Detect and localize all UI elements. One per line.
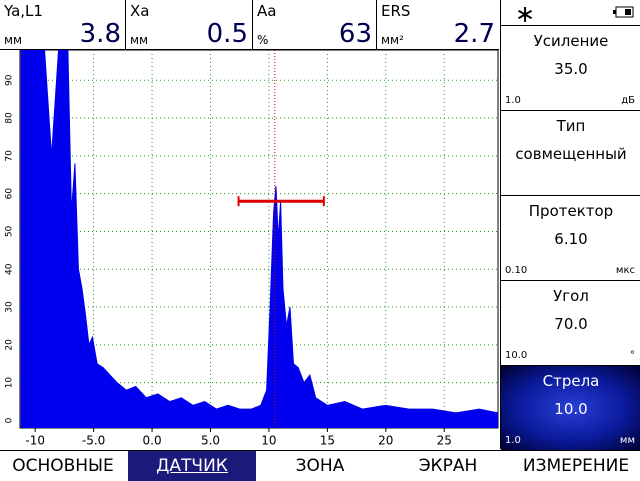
reading-unit: % bbox=[257, 33, 269, 47]
reading: ERS мм² 2.7 bbox=[377, 0, 499, 50]
setting[interactable]: Тип совмещенный bbox=[501, 110, 640, 195]
y-tick-label: 60 bbox=[5, 188, 15, 200]
setting-title: Стрела bbox=[542, 372, 600, 390]
reading-unit: мм bbox=[130, 33, 149, 47]
side-panel: ∗ Усиление 35.0 1.0 дБ Тип совмещенный П… bbox=[500, 0, 640, 450]
y-tick-label: 10 bbox=[5, 377, 15, 389]
battery-icon bbox=[613, 6, 634, 18]
x-tick-label: -5.0 bbox=[82, 434, 105, 448]
menu-item[interactable]: ОСНОВНЫЕ bbox=[12, 456, 114, 476]
reading-label: Xa bbox=[130, 2, 150, 20]
menu-item[interactable]: ЭКРАН bbox=[418, 456, 478, 476]
reading: Ya,L1 мм 3.8 bbox=[0, 0, 126, 50]
y-tick-label: 30 bbox=[5, 301, 15, 313]
reading-value: 3.8 bbox=[79, 19, 121, 49]
setting[interactable]: Угол 70.0 10.0 ° bbox=[501, 280, 640, 365]
setting-title: Тип bbox=[556, 117, 586, 135]
y-tick-label: 70 bbox=[5, 150, 15, 162]
reading-label: Ya,L1 bbox=[4, 2, 43, 20]
setting-step: 0.10 bbox=[505, 265, 528, 276]
y-tick-label: 90 bbox=[5, 74, 15, 86]
setting[interactable]: Усиление 35.0 1.0 дБ bbox=[501, 25, 640, 110]
menu-item[interactable]: ИЗМЕРЕНИЕ bbox=[522, 456, 630, 476]
reading: Xa мм 0.5 bbox=[126, 0, 253, 50]
reading-value: 0.5 bbox=[206, 19, 248, 49]
setting-title: Угол bbox=[553, 287, 589, 305]
y-tick-label: 40 bbox=[5, 263, 15, 275]
menu-item-selected[interactable]: ДАТЧИК bbox=[128, 451, 256, 481]
setting-step: 1.0 bbox=[505, 435, 521, 446]
setting-value: 10.0 bbox=[554, 400, 588, 418]
reading-value: 2.7 bbox=[453, 19, 495, 49]
reading-value: 63 bbox=[338, 19, 372, 49]
x-tick-label: 15 bbox=[320, 434, 335, 448]
setting-unit: дБ bbox=[621, 95, 635, 106]
x-tick-label: 5.0 bbox=[201, 434, 220, 448]
menu-item[interactable]: ЗОНА bbox=[295, 456, 345, 476]
reading-unit: мм bbox=[4, 33, 23, 47]
star-icon: ∗ bbox=[515, 0, 536, 28]
setting-value: 35.0 bbox=[554, 60, 588, 78]
x-tick-label: 10 bbox=[261, 434, 276, 448]
y-tick-label: 50 bbox=[5, 225, 15, 237]
y-tick-label: 20 bbox=[5, 339, 15, 351]
setting[interactable]: Протектор 6.10 0.10 мкс bbox=[501, 195, 640, 280]
setting-unit: ° bbox=[630, 350, 635, 361]
y-tick-label: 0 bbox=[5, 417, 15, 423]
setting-value: совмещенный bbox=[515, 145, 627, 163]
setting-selected[interactable]: Стрела 10.0 1.0 мм bbox=[501, 365, 640, 450]
setting-unit: мм bbox=[619, 435, 635, 446]
setting-title: Протектор bbox=[528, 202, 614, 220]
setting-title: Усиление bbox=[533, 32, 609, 50]
reading-label: Aa bbox=[257, 2, 277, 20]
x-tick-label: 0.0 bbox=[143, 434, 162, 448]
y-tick-label: 80 bbox=[5, 112, 15, 124]
setting-step: 1.0 bbox=[505, 95, 521, 106]
signal bbox=[20, 50, 498, 428]
reading-label: ERS bbox=[381, 2, 411, 20]
x-tick-label: 20 bbox=[378, 434, 393, 448]
reading-unit: мм² bbox=[381, 33, 404, 47]
setting-value: 6.10 bbox=[554, 230, 588, 248]
x-tick-label: -10 bbox=[25, 434, 45, 448]
x-tick-label: 25 bbox=[437, 434, 452, 448]
menu-bar: ОСНОВНЫЕ ДАТЧИК ЗОНА ЭКРАН ИЗМЕРЕНИЕ bbox=[0, 450, 640, 481]
setting-step: 10.0 bbox=[505, 350, 528, 361]
setting-value: 70.0 bbox=[554, 315, 588, 333]
a-scan: -10 -5.0 0.0 5.0 10 15 20 25 0 10 20 30 40 50 60 70 80 90 bbox=[5, 49, 499, 448]
setting-unit: мкс bbox=[615, 265, 635, 276]
